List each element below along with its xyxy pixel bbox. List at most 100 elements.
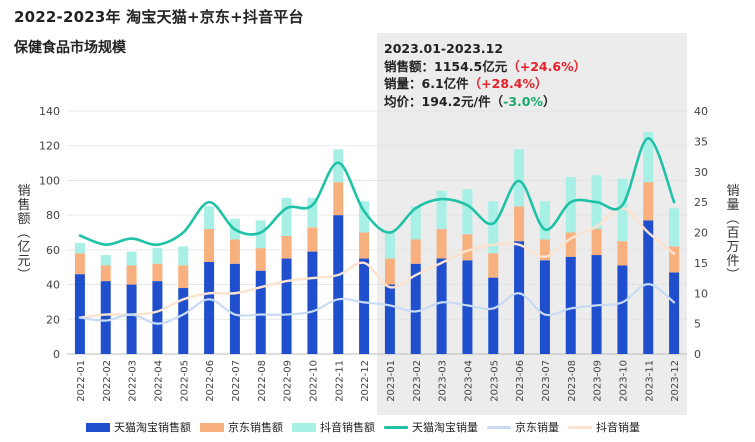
y2-tick-label: 40 [694,105,708,118]
chart-title: 2022-2023年 淘宝天猫+京东+抖音平台 [14,8,304,26]
bar-tmall-sales [359,258,370,354]
x-tick-label: 2023-12 [670,360,681,402]
y-tick-label: 40 [46,279,60,292]
bar-jd-sales [436,229,447,259]
y-tick-label: 0 [53,348,60,361]
bar-tmall-sales [488,277,499,354]
y-tick-label: 60 [46,244,60,257]
y2-tick-label: 35 [694,135,708,148]
bar-douyin-sales [359,201,370,233]
bar-douyin-sales [307,197,318,228]
y-tick-label: 80 [46,209,60,222]
bar-jd-sales [359,232,370,259]
bar-douyin-sales [643,131,654,183]
bar-jd-sales [514,206,525,242]
bar-douyin-sales [126,251,137,266]
bar-jd-sales [565,232,576,257]
bar-jd-sales [255,248,266,271]
bar-tmall-sales [643,220,654,354]
x-tick-label: 2023-03 [438,360,449,402]
y-tick-labels: 0 20 40 60 80 100 120 140 [39,105,60,361]
y2-tick-label: 5 [694,318,701,331]
y-axis-label-char: 亿 [17,240,30,255]
highlight-region [377,33,687,415]
summary-box: 2023.01-2023.12 销售额：1154.5亿元（+24.6%） 销量：… [384,40,586,110]
bar-jd-sales [539,239,550,261]
y-axis-label-char: 销 [17,184,30,199]
bar-douyin-sales [255,220,266,249]
x-tick-label: 2022-07 [231,360,242,402]
bar-tmall-sales [410,263,421,354]
bar-douyin-sales [281,197,292,236]
bar-douyin-sales [74,242,85,254]
bar-tmall-sales [333,215,344,354]
bar-jd-sales [669,246,680,273]
y2-axis-label-char: ） [724,267,739,280]
y2-tick-labels: 0 5 10 15 20 25 30 35 40 [694,105,708,361]
summary-volume: 销量：6.1亿件（+28.4%） [384,76,548,91]
bar-tmall-sales [255,270,266,354]
bar-tmall-sales [152,281,163,354]
legend-item-douyin-volume: 抖音销量 [568,419,640,435]
bar-douyin-sales [100,255,111,266]
bar-douyin-sales [565,176,576,233]
bar-jd-sales [178,265,189,289]
bar-jd-sales [126,265,137,285]
y-tick-label: 140 [39,105,60,118]
bar-douyin-sales [152,248,163,264]
y2-tick-label: 10 [694,287,708,300]
bar-tmall-sales [74,274,85,354]
bar-douyin-sales [204,206,215,230]
bar-douyin-sales [617,178,628,242]
x-tick-label: 2023-06 [515,360,526,402]
y2-tick-label: 20 [694,227,708,240]
legend-swatch [487,425,511,429]
bar-douyin-sales [436,190,447,230]
x-tick-label: 2022-05 [179,360,190,402]
bar-tmall-sales [436,258,447,354]
bar-tmall-sales [669,272,680,354]
bar-tmall-sales [384,284,395,354]
bar-tmall-sales [462,260,473,354]
y2-axis-label-char: 万 [726,240,739,255]
y-axis-label-char: 元 [17,254,30,269]
bar-douyin-sales [488,201,499,254]
bar-tmall-sales [514,241,525,354]
line-tmall-volume [78,137,676,246]
x-tick-label: 2023-11 [644,360,655,402]
bar-douyin-sales [410,206,421,240]
bar-douyin-sales [669,208,680,247]
y2-tick-label: 0 [694,348,701,361]
y2-axis-label: 销量（ 百万件） [724,184,740,281]
x-tick-label: 2022-03 [128,360,139,402]
bar-douyin-sales [384,232,395,259]
x-tick-label: 2023-05 [489,360,500,402]
x-tick-label: 2023-09 [593,360,604,402]
bar-jd-sales [204,229,215,263]
bar-tmall-sales [307,251,318,354]
x-tick-label: 2023-01 [386,360,397,402]
bar-tmall-sales [281,258,292,354]
y2-axis-label-char: （ [724,211,739,224]
bar-jd-sales [333,182,344,216]
x-tick-labels: 2022-01 2022-02 2022-03 2022-04 2022-05 2022-… [76,360,681,402]
x-tick-label: 2023-08 [567,360,578,402]
x-tick-label: 2023-04 [463,360,474,402]
y-tick-label: 100 [39,174,60,187]
bar-tmall-sales [539,260,550,354]
bar-jd-sales [488,253,499,278]
lines [78,137,676,325]
x-tick-label: 2022-10 [308,360,319,402]
y-axis-label-char: 售 [17,197,30,213]
bar-jd-sales [384,258,395,285]
y-axis-label-char: 额 [17,212,30,227]
bar-jd-sales [591,229,602,256]
y2-axis-label-char: 量 [726,198,739,213]
bar-jd-sales [229,239,240,264]
legend-swatch [200,422,224,432]
line-jd-volume [78,283,676,325]
bar-jd-sales [617,241,628,266]
price-change: -3.0% [503,93,543,109]
y2-axis-label-char: 百 [726,226,739,241]
bar-jd-sales [100,265,111,282]
